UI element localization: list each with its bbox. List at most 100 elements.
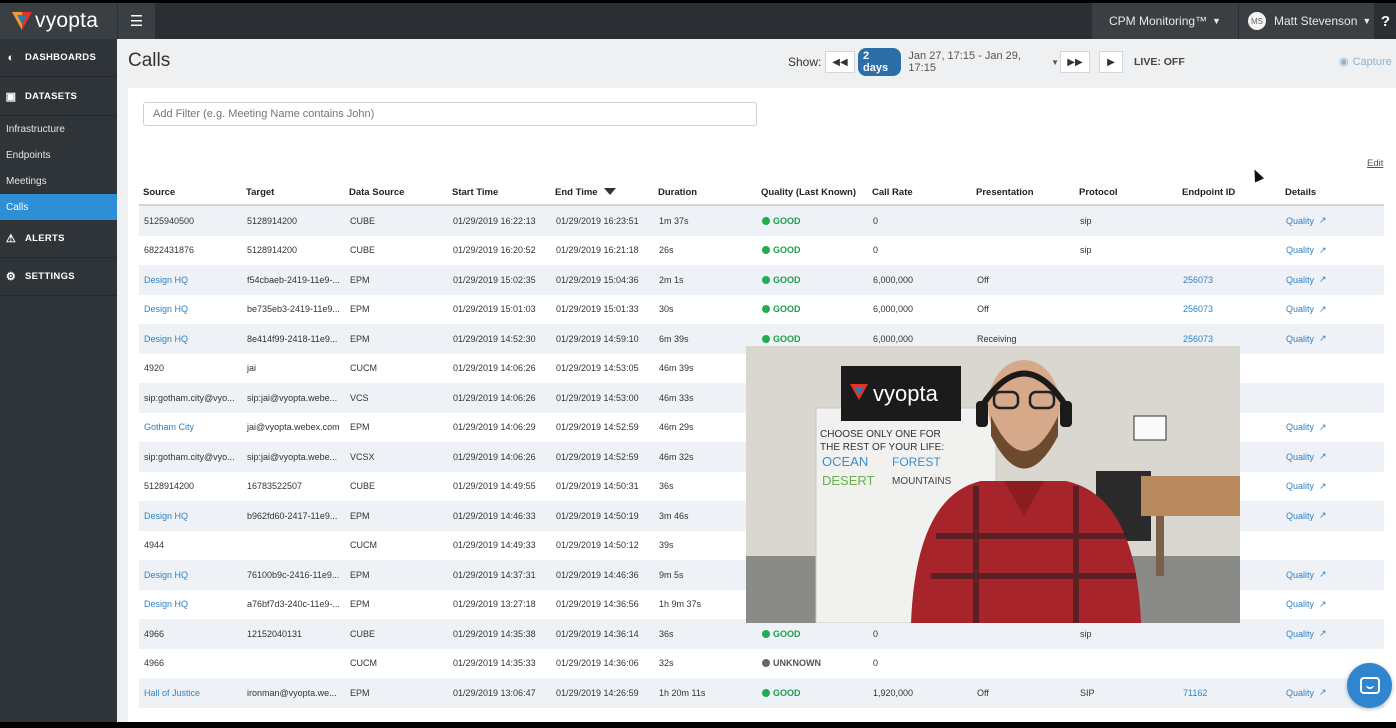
user-menu[interactable]: MS Matt Stevenson ▼ [1239,3,1374,39]
app-logo[interactable]: vyopta [0,3,117,39]
column-header-details[interactable]: Details [1285,186,1317,198]
cell-details[interactable]: Quality ↗ [1281,599,1356,610]
play-button[interactable]: ▶ [1099,51,1123,73]
cell-details[interactable]: Quality ↗ [1281,304,1356,315]
quality-details-link[interactable]: Quality ↗ [1286,215,1356,226]
quality-details-link[interactable]: Quality ↗ [1286,422,1356,433]
quality-details-link[interactable]: Quality ↗ [1286,481,1356,492]
column-header-call-rate[interactable]: Call Rate [872,186,913,198]
cell-data-source: EPM [350,333,370,344]
cell-data-source: CUBE [350,628,376,639]
cell-endpoint[interactable]: 71162 [1183,687,1208,698]
cell-start: 01/29/2019 14:06:26 [453,451,536,462]
cell-details[interactable]: Quality ↗ [1281,628,1356,639]
cell-endpoint[interactable]: 256073 [1183,333,1214,344]
cell-source: sip:gotham.city@vyo... [144,392,235,403]
table-row[interactable]: 6822431876 5128914200 CUBE 01/29/2019 16:20… [139,236,1384,266]
cell-details[interactable]: Quality ↗ [1281,333,1356,344]
quality-status-badge: GOOD [762,216,868,226]
cell-endpoint[interactable]: 256073 [1183,304,1214,315]
filter-input[interactable] [143,102,757,126]
column-header-start-time[interactable]: Start Time [452,186,499,198]
edit-columns-link[interactable]: Edit [1367,158,1384,169]
sidebar-item-calls[interactable]: Calls [0,194,117,220]
live-status[interactable]: LIVE: OFF [1134,56,1185,68]
cell-details[interactable]: Quality ↗ [1281,451,1356,462]
table-row[interactable]: 4966 CUCM 01/29/2019 14:35:33 01/29/2019 14… [139,649,1384,679]
cell-details[interactable]: Quality ↗ [1281,422,1356,433]
table-row[interactable]: 4920 jai CUCM 01/29/2019 14:06:26 01/29/2019… [139,354,1384,384]
sidebar-item-datasets[interactable]: ▣ DATASETS [0,77,117,116]
quality-details-link[interactable]: Quality ↗ [1286,245,1356,256]
cell-rate: 0 [873,215,879,226]
fast-forward-button[interactable]: ▶▶ [1060,51,1090,73]
cell-details[interactable]: Quality ↗ [1281,510,1356,521]
cell-source[interactable]: Gotham City [144,422,195,433]
cell-endpoint[interactable]: 256073 [1183,274,1214,285]
screen-top-edge [0,0,1396,3]
menu-toggle-button[interactable]: ☰ [117,3,155,39]
table-row[interactable]: Design HQ be735eb3-2419-11e9... EPM 01/29/2… [139,295,1384,325]
table-row[interactable]: Design HQ f54cbaeb-2419-11e9-... EPM 01/29/… [139,265,1384,295]
cpm-monitoring-dropdown[interactable]: CPM Monitoring™ ▼ [1092,3,1238,39]
quality-status-badge: GOOD [762,304,868,314]
column-header-end-time[interactable]: End Time [551,187,654,198]
date-range-picker[interactable]: 2 days Jan 27, 17:15 - Jan 29, 17:15 ▼ [858,48,1059,76]
cell-details[interactable]: Quality ↗ [1281,481,1356,492]
table-row[interactable]: 5128914200 16783522507 CUBE 01/29/2019 14:4… [139,472,1384,502]
table-row[interactable]: Gotham City jai@vyopta.webex.com EPM 01/29/… [139,413,1384,443]
chat-launcher-button[interactable] [1347,663,1392,708]
cell-source[interactable]: Design HQ [144,274,189,285]
quality-details-link[interactable]: Quality ↗ [1286,569,1356,580]
sidebar-item-endpoints[interactable]: Endpoints [0,142,117,168]
capture-button[interactable]: ◉ Capture [1339,55,1392,69]
column-header-protocol[interactable]: Protocol [1079,186,1118,198]
column-header-duration[interactable]: Duration [658,186,698,198]
column-header-quality[interactable]: Quality (Last Known) [761,186,856,198]
cell-target: jai@vyopta.webex.com [247,422,340,433]
table-row[interactable]: Hall of Justice ironman@vyopta.we... EPM 01… [139,678,1384,708]
cell-source[interactable]: Design HQ [144,304,189,315]
column-header-endpoint-id[interactable]: Endpoint ID [1182,186,1236,198]
cell-details[interactable]: Quality ↗ [1281,274,1356,285]
quality-details-link[interactable]: Quality ↗ [1286,451,1356,462]
cell-source[interactable]: Design HQ [144,510,189,521]
table-row[interactable]: 4966 12152040131 CUBE 01/29/2019 14:35:38 01… [139,619,1384,649]
quality-details-link[interactable]: Quality ↗ [1286,628,1356,639]
top-bar: vyopta ☰ CPM Monitoring™ ▼ MS Matt Steve… [0,3,1396,39]
cell-details[interactable]: Quality ↗ [1281,687,1356,698]
table-row[interactable]: Design HQ a76bf7d3-240c-11e9-... EPM 01/29/… [139,590,1384,620]
cell-details[interactable]: Quality ↗ [1281,215,1356,226]
sidebar-item-meetings[interactable]: Meetings [0,168,117,194]
status-dot-icon [762,334,770,343]
rewind-button[interactable]: ◀◀ [825,51,855,73]
column-header-target[interactable]: Target [246,186,275,198]
quality-details-link[interactable]: Quality ↗ [1286,333,1356,344]
cell-duration: 1h 20m 11s [659,687,706,698]
column-header-source[interactable]: Source [143,186,176,198]
sidebar-item-alerts[interactable]: ⚠ ALERTS [0,220,117,258]
quality-details-link[interactable]: Quality ↗ [1286,599,1356,610]
quality-details-link[interactable]: Quality ↗ [1286,510,1356,521]
quality-details-link[interactable]: Quality ↗ [1286,304,1356,315]
help-button[interactable]: ? [1375,3,1396,39]
cell-source[interactable]: Design HQ [144,333,189,344]
cell-start: 01/29/2019 14:06:29 [453,422,536,433]
cell-source[interactable]: Design HQ [144,569,189,580]
sidebar-item-settings[interactable]: ⚙ SETTINGS [0,258,117,296]
cell-details[interactable]: Quality ↗ [1281,569,1356,580]
sidebar-item-dashboards[interactable]: ◐ DASHBOARDS [0,39,117,77]
quality-details-link[interactable]: Quality ↗ [1286,687,1356,698]
cell-source[interactable]: Hall of Justice [144,687,201,698]
cell-source[interactable]: Design HQ [144,599,189,610]
quality-text: GOOD [773,687,801,698]
table-row[interactable]: 4944 CUCM 01/29/2019 14:49:33 01/29/2019 14… [139,531,1384,561]
column-header-presentation[interactable]: Presentation [976,186,1034,198]
cell-duration: 36s [659,481,674,492]
quality-details-link[interactable]: Quality ↗ [1286,274,1356,285]
table-row[interactable]: 5125940500 5128914200 CUBE 01/29/2019 16:22… [139,206,1384,236]
cell-details[interactable]: Quality ↗ [1281,245,1356,256]
sidebar-item-infrastructure[interactable]: Infrastructure [0,116,117,142]
column-header-data-source[interactable]: Data Source [349,186,405,198]
page-title: Calls [128,50,171,71]
